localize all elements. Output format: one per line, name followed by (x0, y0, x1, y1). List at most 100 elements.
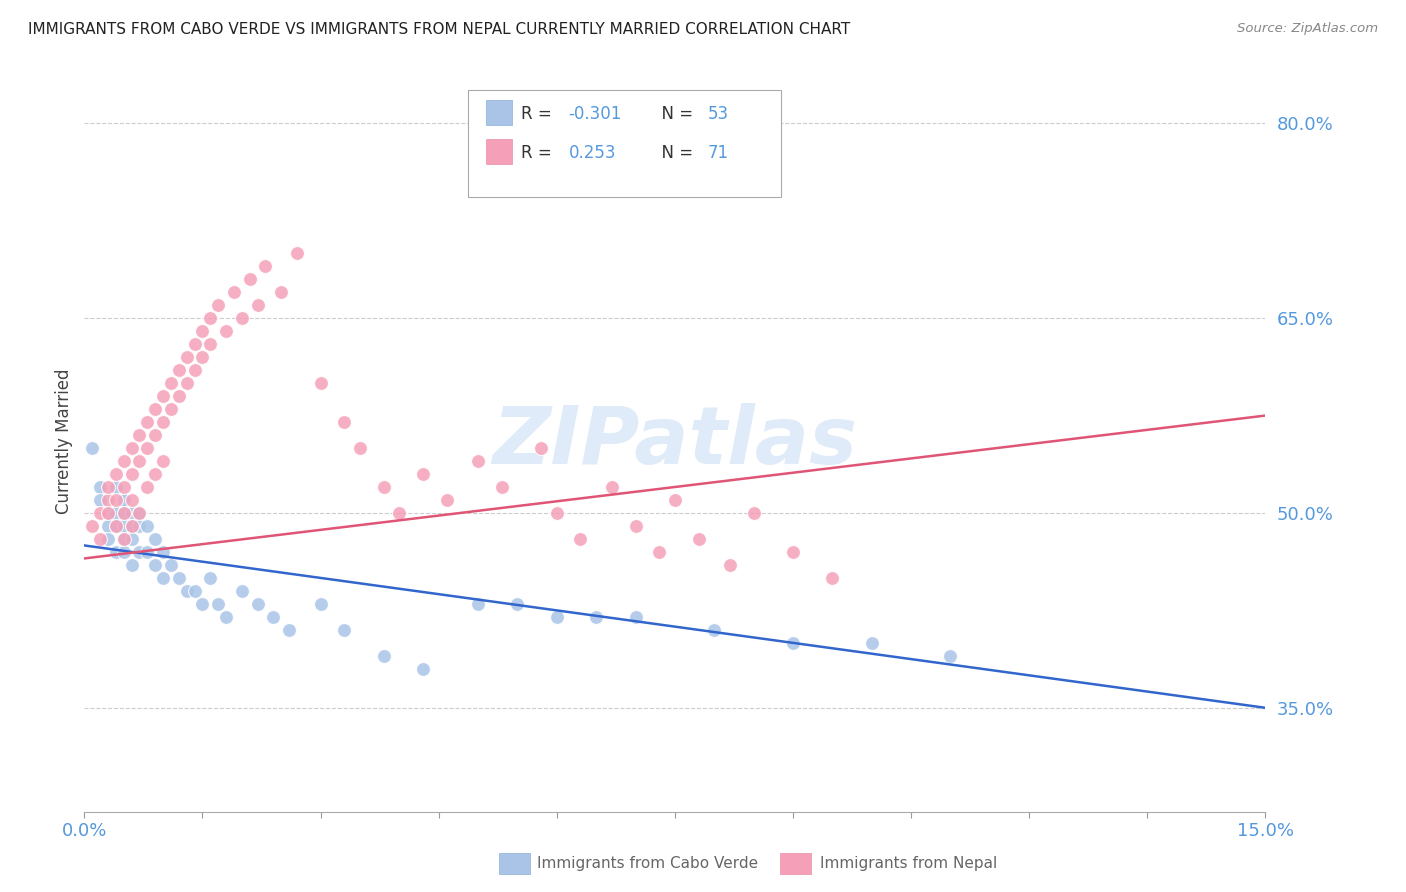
Point (160, 558, 183, 572)
Point (546, 610, 568, 624)
Point (112, 545, 135, 559)
Point (309, 376, 332, 390)
Point (112, 532, 135, 546)
Text: Immigrants from Cabo Verde: Immigrants from Cabo Verde (537, 856, 758, 871)
Point (112, 532, 135, 546)
Y-axis label: Currently Married: Currently Married (55, 368, 73, 515)
Text: R =: R = (522, 105, 557, 123)
Point (128, 454, 150, 468)
Point (600, 480, 623, 494)
Point (246, 298, 269, 312)
Point (782, 545, 804, 559)
Point (104, 493, 127, 508)
FancyBboxPatch shape (468, 90, 782, 197)
Point (239, 272, 262, 286)
Point (215, 324, 238, 338)
Point (89, 532, 111, 546)
Point (207, 298, 229, 312)
Point (143, 467, 166, 481)
Point (278, 623, 301, 637)
Point (585, 610, 607, 624)
Point (222, 285, 245, 300)
Point (136, 415, 159, 429)
Point (136, 441, 159, 455)
Point (231, 583, 253, 598)
Point (97, 506, 120, 520)
Point (89, 506, 111, 520)
Point (207, 597, 229, 611)
Point (143, 402, 166, 417)
Point (200, 337, 222, 351)
Point (128, 506, 150, 520)
Point (176, 376, 198, 390)
Point (128, 545, 150, 559)
Text: 71: 71 (709, 144, 730, 161)
Point (436, 493, 458, 508)
Point (624, 610, 647, 624)
Point (231, 311, 253, 326)
Point (121, 532, 143, 546)
Point (183, 363, 205, 377)
Text: N =: N = (651, 144, 699, 161)
Point (136, 519, 159, 533)
Point (128, 506, 150, 520)
Point (506, 597, 529, 611)
Point (939, 648, 962, 663)
Point (136, 480, 159, 494)
Point (167, 363, 190, 377)
Point (688, 532, 710, 546)
Point (143, 558, 166, 572)
Point (121, 506, 143, 520)
Point (112, 480, 135, 494)
Point (152, 571, 174, 585)
Point (160, 402, 183, 417)
Point (121, 558, 143, 572)
Point (373, 480, 395, 494)
Point (97, 493, 120, 508)
Point (82, 519, 104, 533)
Point (285, 246, 308, 260)
Point (112, 454, 135, 468)
Text: N =: N = (651, 105, 699, 123)
Point (491, 480, 513, 494)
Point (373, 648, 395, 663)
Point (112, 506, 135, 520)
Point (176, 583, 198, 598)
Point (97, 506, 120, 520)
Point (104, 519, 127, 533)
Point (152, 415, 174, 429)
Text: ZIPatlas: ZIPatlas (492, 402, 858, 481)
Point (167, 571, 190, 585)
Point (104, 519, 127, 533)
Point (128, 519, 150, 533)
Text: -0.301: -0.301 (568, 105, 621, 123)
Point (112, 519, 135, 533)
Point (104, 467, 127, 481)
Point (104, 545, 127, 559)
Point (530, 441, 553, 455)
Point (349, 441, 371, 455)
Point (215, 610, 238, 624)
Point (467, 597, 489, 611)
Point (136, 545, 159, 559)
Point (388, 506, 411, 520)
Point (128, 428, 150, 442)
Point (112, 493, 135, 508)
Point (262, 610, 284, 624)
Point (82, 441, 104, 455)
Point (309, 597, 332, 611)
Point (821, 571, 844, 585)
Point (112, 506, 135, 520)
Text: 0.253: 0.253 (568, 144, 616, 161)
Point (624, 519, 647, 533)
Point (191, 597, 214, 611)
Point (121, 519, 143, 533)
Point (104, 506, 127, 520)
Point (200, 311, 222, 326)
Point (183, 583, 205, 598)
Point (176, 350, 198, 364)
Point (152, 389, 174, 403)
Point (89, 493, 111, 508)
Point (121, 441, 143, 455)
Point (183, 337, 205, 351)
